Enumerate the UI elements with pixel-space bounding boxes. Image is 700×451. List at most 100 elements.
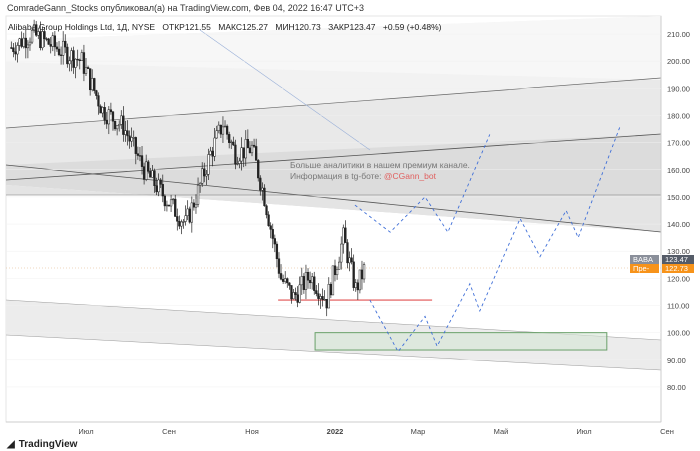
candle-body — [230, 141, 233, 144]
candle-body — [95, 90, 98, 96]
candle-body — [250, 144, 254, 154]
candle-body — [145, 161, 148, 180]
candle-body — [209, 150, 212, 155]
candle-body — [47, 38, 50, 45]
price-axis[interactable]: 210.00 200.00 190.00 180.00 170.00 160.00 150.… — [6, 16, 690, 422]
candle-body — [174, 198, 177, 217]
candle-body — [352, 261, 355, 288]
candle-body — [147, 161, 150, 172]
x-tick-label: Мар — [411, 427, 426, 436]
candle-body — [178, 221, 181, 227]
candle-body — [296, 294, 299, 303]
tv-logo-icon: ◢ — [7, 439, 15, 450]
candle-body — [333, 265, 337, 276]
legend-symbol[interactable]: Alibaba Group Holdings Ltd, 1Д, NYSE — [8, 22, 156, 32]
candle-body — [335, 269, 339, 276]
candle-body — [323, 299, 326, 301]
candle-body — [213, 137, 216, 157]
candle-body — [80, 52, 83, 61]
candle-body — [41, 31, 44, 49]
brand-name: TradingView — [18, 439, 78, 450]
candle-body — [302, 276, 306, 290]
candle-body — [340, 243, 343, 263]
time-axis[interactable]: Июл Сен Ноя 2022 Мар Май Июл Сен — [6, 421, 674, 436]
candle-body — [35, 24, 38, 36]
candle-body — [109, 109, 113, 113]
candle-body — [269, 225, 272, 230]
candle-body — [159, 179, 162, 185]
y-tick-label: 120.00 — [667, 274, 690, 283]
candle-body — [290, 285, 293, 300]
candle-body — [120, 115, 123, 125]
candle-body — [182, 221, 185, 223]
candle-body — [18, 38, 21, 46]
x-tick-label: Сен — [162, 427, 176, 436]
candle-body — [194, 204, 198, 208]
candle-body — [66, 46, 69, 65]
candle-body — [267, 214, 270, 226]
candle-body — [329, 284, 333, 296]
projection-lower — [369, 126, 621, 353]
candle-body — [273, 238, 276, 245]
candle-body — [284, 278, 287, 282]
candle-body — [198, 183, 202, 186]
pre-price-tag: 122.73 — [662, 264, 694, 273]
y-tick-label: 180.00 — [667, 111, 690, 120]
y-tick-label: 100.00 — [667, 329, 690, 338]
candle-body — [136, 153, 140, 156]
candles — [10, 19, 366, 317]
candle-body — [252, 144, 256, 147]
candle-body — [91, 78, 94, 91]
tradingview-logo[interactable]: ◢ TradingView — [7, 439, 77, 451]
candle-body — [354, 282, 357, 288]
candle-body — [32, 24, 36, 31]
candle-body — [111, 111, 115, 122]
candle-body — [93, 78, 96, 91]
candle-body — [348, 257, 351, 264]
candle-body — [161, 184, 164, 197]
candle-body — [78, 59, 81, 61]
candle-body — [211, 150, 214, 157]
candle-body — [176, 216, 179, 222]
candle-body — [115, 125, 119, 130]
candle-body — [140, 155, 144, 167]
candle-body — [157, 179, 160, 193]
candle-body — [51, 35, 54, 47]
candle-body — [62, 40, 65, 56]
candle-body — [126, 130, 129, 137]
candle-body — [20, 38, 23, 47]
candle-body — [331, 265, 335, 296]
candle-body — [113, 120, 117, 130]
candle-body — [26, 44, 30, 49]
y-tick-label: 130.00 — [667, 247, 690, 256]
candle-body — [89, 68, 92, 91]
candle-body — [107, 109, 110, 125]
candle-body — [57, 48, 61, 56]
candle-body — [132, 137, 135, 139]
candle-body — [201, 168, 204, 184]
candle-body — [232, 141, 235, 146]
candle-body — [261, 187, 264, 191]
candle-body — [321, 296, 324, 300]
candle-body — [101, 107, 104, 114]
candle-body — [186, 208, 189, 216]
bot-link[interactable]: @CGann_bot — [383, 171, 436, 181]
y-tick-label: 140.00 — [667, 220, 690, 229]
candle-body — [219, 124, 223, 135]
candle-body — [346, 242, 349, 264]
candle-body — [188, 208, 191, 223]
candle-body — [325, 299, 328, 309]
candle-body — [360, 269, 364, 280]
candle-body — [286, 278, 289, 284]
candle-body — [149, 171, 152, 178]
candle-body — [192, 202, 196, 208]
candle-body — [306, 271, 310, 281]
candle-body — [180, 221, 183, 227]
candle-body — [64, 40, 67, 48]
candle-body — [99, 105, 102, 114]
candle-body — [356, 282, 359, 291]
legend-change: +0.59 (+0.48%) — [382, 22, 442, 32]
legend-low: МИН120.73 — [275, 22, 321, 32]
candle-body — [70, 50, 73, 62]
